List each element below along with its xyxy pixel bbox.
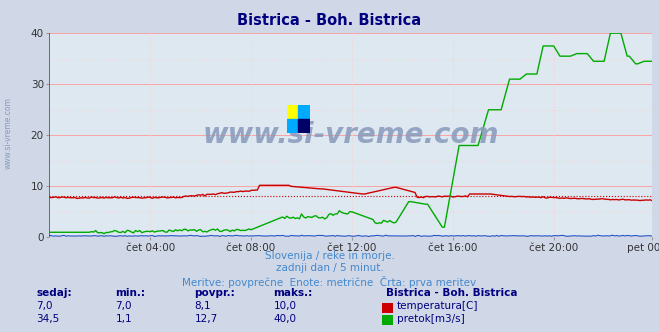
Text: maks.:: maks.: (273, 289, 313, 298)
Text: Bistrica - Boh. Bistrica: Bistrica - Boh. Bistrica (237, 13, 422, 28)
Text: 40,0: 40,0 (273, 314, 297, 324)
Text: pretok[m3/s]: pretok[m3/s] (397, 314, 465, 324)
Text: temperatura[C]: temperatura[C] (397, 301, 478, 311)
Text: 10,0: 10,0 (273, 301, 297, 311)
Text: 8,1: 8,1 (194, 301, 211, 311)
Bar (287, 119, 298, 133)
Text: Slovenija / reke in morje.: Slovenija / reke in morje. (264, 251, 395, 261)
Text: www.si-vreme.com: www.si-vreme.com (203, 121, 499, 149)
Text: 7,0: 7,0 (36, 301, 53, 311)
Text: 12,7: 12,7 (194, 314, 217, 324)
Text: www.si-vreme.com: www.si-vreme.com (3, 97, 13, 169)
Bar (298, 105, 310, 119)
Text: zadnji dan / 5 minut.: zadnji dan / 5 minut. (275, 263, 384, 273)
Text: 7,0: 7,0 (115, 301, 132, 311)
Bar (287, 105, 298, 119)
Text: Bistrica - Boh. Bistrica: Bistrica - Boh. Bistrica (386, 289, 517, 298)
Text: 34,5: 34,5 (36, 314, 59, 324)
Bar (298, 119, 310, 133)
Text: min.:: min.: (115, 289, 146, 298)
Text: Meritve: povprečne  Enote: metrične  Črta: prva meritev: Meritve: povprečne Enote: metrične Črta:… (183, 276, 476, 288)
Text: povpr.:: povpr.: (194, 289, 235, 298)
Text: sedaj:: sedaj: (36, 289, 72, 298)
Text: 1,1: 1,1 (115, 314, 132, 324)
